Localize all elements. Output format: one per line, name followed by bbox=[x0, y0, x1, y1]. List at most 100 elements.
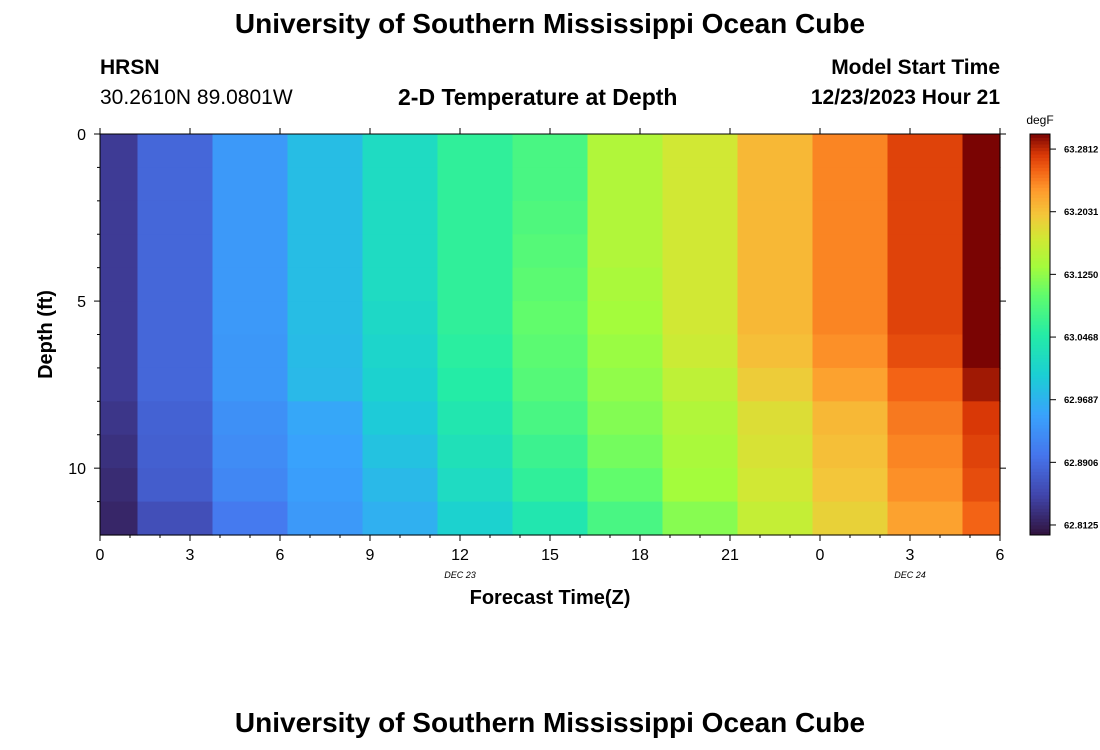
colorbar-swatch bbox=[1030, 484, 1050, 489]
heatmap-cell bbox=[737, 200, 814, 235]
colorbar-swatch bbox=[1030, 314, 1050, 319]
heatmap-cell bbox=[812, 167, 889, 202]
heatmap-cell bbox=[812, 501, 889, 536]
colorbar-swatch bbox=[1030, 214, 1050, 219]
heatmap-cell bbox=[512, 200, 589, 235]
heatmap-cell bbox=[887, 301, 964, 336]
x-tick-label: 6 bbox=[996, 547, 1005, 564]
colorbar-swatch bbox=[1030, 397, 1050, 402]
heatmap-cell bbox=[362, 468, 439, 503]
colorbar-swatch bbox=[1030, 304, 1050, 309]
heatmap-cell bbox=[887, 267, 964, 302]
x-tick-label: 21 bbox=[721, 547, 739, 564]
colorbar-swatch bbox=[1030, 247, 1050, 252]
colorbar-swatch bbox=[1030, 418, 1050, 422]
colorbar-swatch bbox=[1030, 160, 1050, 165]
colorbar-swatch bbox=[1030, 441, 1050, 446]
heatmap-cell bbox=[737, 167, 814, 202]
colorbar-swatch bbox=[1030, 374, 1050, 379]
heatmap-cell bbox=[887, 468, 964, 503]
heatmap-cell bbox=[212, 367, 289, 402]
x-axis-ticks: 0 3 6 9 12 15 18 21 0 3 6 DEC 23 DEC 24 bbox=[96, 128, 1005, 580]
heatmap-cell bbox=[737, 134, 814, 169]
heatmap-cell bbox=[212, 434, 289, 469]
heatmap-cell bbox=[100, 267, 139, 302]
heatmap-cell bbox=[287, 267, 364, 302]
colorbar-swatch bbox=[1030, 381, 1050, 386]
heatmap-cell bbox=[362, 401, 439, 436]
colorbar-swatch bbox=[1030, 267, 1050, 272]
x-tick-label: 15 bbox=[541, 547, 559, 564]
heatmap-cell bbox=[512, 334, 589, 369]
heatmap-cell bbox=[437, 367, 514, 402]
colorbar-swatch bbox=[1030, 294, 1050, 299]
heatmap-cell bbox=[437, 301, 514, 336]
colorbar-swatch bbox=[1030, 351, 1050, 356]
heatmap-cell bbox=[212, 301, 289, 336]
colorbar-swatch bbox=[1030, 227, 1050, 232]
heatmap-cell bbox=[100, 367, 139, 402]
colorbar: 63.2812 63.2031 63.1250 63.0468 62.9687 62.89… bbox=[1029, 133, 1099, 536]
heatmap-cell bbox=[737, 401, 814, 436]
heatmap-cell bbox=[362, 434, 439, 469]
heatmap-cell bbox=[287, 200, 364, 235]
heatmap-cell bbox=[512, 401, 589, 436]
heatmap-cell bbox=[212, 200, 289, 235]
colorbar-swatch bbox=[1030, 154, 1050, 158]
heatmap-cell bbox=[737, 301, 814, 336]
heatmap-cell bbox=[212, 167, 289, 202]
colorbar-swatch bbox=[1030, 287, 1050, 292]
colorbar-swatch bbox=[1030, 404, 1050, 409]
colorbar-swatch bbox=[1030, 234, 1050, 239]
heatmap-cell bbox=[137, 234, 214, 269]
colorbar-swatch bbox=[1030, 468, 1050, 473]
heatmap-cell bbox=[587, 468, 664, 503]
colorbar-swatch bbox=[1030, 317, 1050, 322]
heatmap-cell bbox=[362, 267, 439, 302]
heatmap-cell bbox=[362, 367, 439, 402]
colorbar-swatch bbox=[1030, 458, 1050, 462]
colorbar-swatch bbox=[1030, 177, 1050, 182]
colorbar-swatch bbox=[1030, 528, 1050, 533]
heatmap-cell bbox=[887, 134, 964, 169]
heatmap-cell bbox=[887, 200, 964, 235]
colorbar-swatch bbox=[1030, 504, 1050, 509]
colorbar-swatch bbox=[1030, 170, 1050, 175]
colorbar-swatch bbox=[1030, 367, 1050, 372]
colorbar-swatch bbox=[1030, 444, 1050, 449]
colorbar-swatch bbox=[1030, 511, 1050, 516]
colorbar-frame bbox=[1029, 133, 1051, 536]
heatmap-cell bbox=[662, 501, 739, 536]
colorbar-swatch bbox=[1030, 200, 1050, 205]
colorbar-swatch bbox=[1030, 384, 1050, 389]
heatmap-cell bbox=[287, 468, 364, 503]
colorbar-swatch bbox=[1030, 277, 1050, 282]
heatmap-cell bbox=[812, 267, 889, 302]
colorbar-swatch bbox=[1030, 498, 1050, 503]
colorbar-swatch bbox=[1030, 491, 1050, 496]
heatmap-cell bbox=[962, 434, 1001, 469]
station-name: HRSN bbox=[100, 56, 160, 79]
y-tick-label: 10 bbox=[68, 461, 86, 478]
colorbar-swatch bbox=[1030, 180, 1050, 185]
heatmap-cell bbox=[212, 401, 289, 436]
heatmap-cell bbox=[100, 301, 139, 336]
colorbar-swatch bbox=[1030, 334, 1050, 339]
heatmap-cell bbox=[887, 501, 964, 536]
heatmap-cell bbox=[662, 301, 739, 336]
colorbar-swatch bbox=[1030, 337, 1050, 342]
y-axis-ticks: 0 5 10 bbox=[68, 127, 1006, 503]
heatmap-cell bbox=[662, 334, 739, 369]
heatmap-cell bbox=[587, 234, 664, 269]
colorbar-swatch bbox=[1030, 254, 1050, 259]
colorbar-swatch bbox=[1030, 341, 1050, 346]
heatmap-cell bbox=[287, 434, 364, 469]
heatmap-cell bbox=[587, 334, 664, 369]
heatmap-cell bbox=[512, 501, 589, 536]
colorbar-swatch bbox=[1030, 291, 1050, 295]
heatmap-cell bbox=[100, 468, 139, 503]
colorbar-swatch bbox=[1030, 281, 1050, 285]
colorbar-swatch bbox=[1030, 501, 1050, 506]
heatmap-cell bbox=[737, 334, 814, 369]
